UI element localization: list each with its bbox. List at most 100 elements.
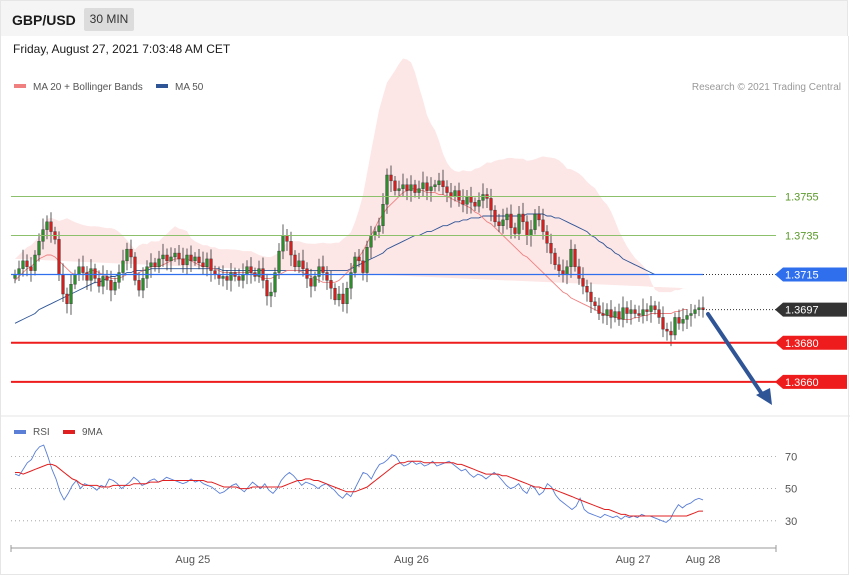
candle	[189, 245, 193, 272]
resistance-label: 1.3735	[785, 230, 819, 242]
candle-body	[661, 317, 665, 330]
candle-body	[649, 305, 653, 312]
candle-body	[229, 272, 233, 281]
candle	[333, 283, 337, 305]
candle-body	[177, 252, 181, 260]
candle-body	[609, 309, 613, 318]
candle-body	[373, 231, 377, 236]
candle-body	[581, 278, 585, 287]
candle-body	[425, 182, 429, 191]
candle-body	[545, 231, 549, 244]
candle-body	[461, 200, 465, 205]
candle	[345, 281, 349, 314]
candle-body	[269, 291, 273, 297]
candle	[381, 193, 385, 234]
candle-body	[265, 280, 269, 297]
candle	[121, 249, 125, 281]
candle	[201, 251, 205, 275]
candle-body	[353, 256, 357, 273]
candle-body	[405, 184, 409, 191]
candle	[593, 296, 597, 311]
candle	[181, 247, 185, 273]
rsi-plot-area: 70 50 30	[11, 444, 797, 528]
candle-body	[193, 256, 197, 262]
candle-body	[481, 194, 485, 201]
x-tick-label: Aug 28	[686, 554, 721, 566]
candle-body	[173, 252, 177, 258]
candle	[673, 312, 677, 340]
candle	[321, 255, 325, 281]
candle	[161, 243, 165, 267]
candle	[25, 254, 29, 277]
candle	[289, 231, 293, 267]
price-level-1.3715: 1.3715	[11, 267, 847, 282]
candle-body	[605, 309, 609, 316]
price-levels: 1.3755 1.3735 1.3715 1.3697 1.3680 1.3660	[11, 191, 847, 389]
candle-body	[341, 293, 345, 304]
candle-body	[369, 235, 373, 248]
candle-body	[337, 293, 341, 301]
candle	[617, 303, 621, 326]
bollinger-band	[15, 58, 687, 293]
candle-body	[437, 180, 441, 185]
candle-body	[333, 287, 337, 301]
candle-body	[549, 243, 553, 254]
candle	[573, 244, 577, 272]
research-credit: Research © 2021 Trading Central	[692, 82, 841, 93]
candle-body	[21, 260, 25, 269]
candle	[81, 255, 85, 281]
candle	[641, 298, 645, 324]
candle-body	[293, 254, 297, 267]
candle-body	[209, 258, 213, 271]
candle-body	[313, 276, 317, 287]
candle-body	[137, 280, 141, 291]
candle-body	[149, 262, 153, 267]
candle-body	[349, 272, 353, 289]
ma50-legend-label: MA 50	[175, 82, 204, 93]
candle-body	[101, 276, 105, 287]
rsi-legend-swatch	[14, 430, 26, 434]
candle	[149, 253, 153, 278]
candle	[533, 209, 537, 235]
candle	[365, 240, 369, 283]
candle-body	[625, 307, 629, 314]
candle-body	[297, 260, 301, 267]
candle	[325, 266, 329, 290]
resistance-label: 1.3755	[785, 191, 819, 203]
candle	[33, 250, 37, 276]
candle	[257, 260, 261, 283]
candle	[597, 297, 601, 320]
candle	[541, 208, 545, 240]
candle-body	[489, 198, 493, 211]
timeframe-badge[interactable]: 30 MIN	[84, 8, 134, 31]
candle	[677, 309, 681, 330]
candle	[97, 270, 101, 293]
candle-body	[305, 268, 309, 279]
candle-body	[413, 184, 417, 193]
candle	[665, 322, 669, 341]
rsi-ma9-line	[15, 460, 703, 517]
candle	[337, 286, 341, 307]
candle	[141, 267, 145, 299]
candle	[29, 257, 33, 282]
candle-body	[29, 266, 33, 271]
candle	[701, 296, 705, 318]
currency-pair-title: GBP/USD	[12, 12, 76, 28]
candle-body	[517, 213, 521, 234]
candle	[649, 296, 653, 323]
candle	[429, 177, 433, 202]
candle-body	[185, 254, 189, 265]
candle	[537, 206, 541, 227]
price-level-1.3735: 1.3735	[11, 230, 819, 242]
pivot-price-label: 1.3715	[785, 270, 819, 282]
candle	[317, 258, 321, 283]
candle-body	[85, 272, 89, 281]
candle	[329, 270, 333, 300]
candle	[213, 265, 217, 280]
candle-body	[589, 291, 593, 303]
candle	[393, 175, 397, 196]
candle-body	[629, 309, 633, 314]
current-price-tag	[775, 302, 847, 317]
price-level-1.3660: 1.3660	[11, 374, 847, 389]
